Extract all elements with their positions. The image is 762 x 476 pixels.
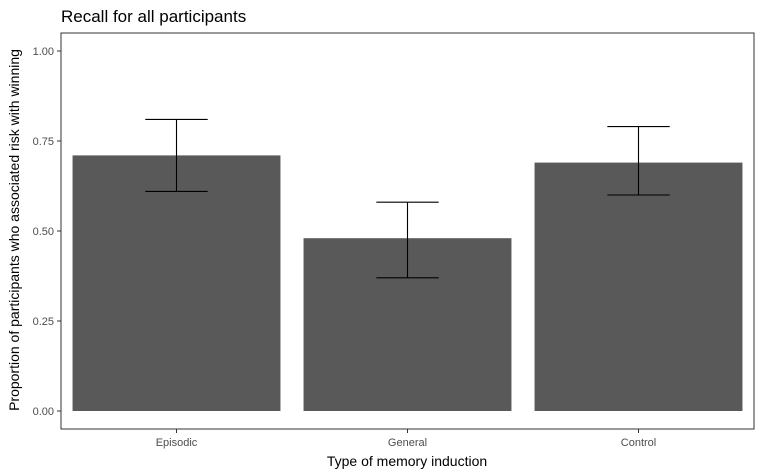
x-tick-label: Control xyxy=(621,437,656,449)
x-tick-label: Episodic xyxy=(156,437,198,449)
y-tick-label: 0.75 xyxy=(33,136,54,148)
y-tick-label: 1.00 xyxy=(33,46,54,58)
y-tick-label: 0.25 xyxy=(33,316,54,328)
y-axis-title: Proportion of participants who associate… xyxy=(6,49,22,411)
y-tick-label: 0.50 xyxy=(33,226,54,238)
x-tick-label: General xyxy=(388,437,427,449)
bar-control xyxy=(534,162,743,411)
bar-episodic xyxy=(72,155,281,411)
plot-panel: 0.00 0.25 0.50 0.75 1.00 Episodic General Contr… xyxy=(33,32,755,449)
x-axis-title: Type of memory induction xyxy=(327,453,487,469)
chart-title: Recall for all participants xyxy=(61,7,246,26)
y-tick-label: 0.00 xyxy=(33,406,54,418)
